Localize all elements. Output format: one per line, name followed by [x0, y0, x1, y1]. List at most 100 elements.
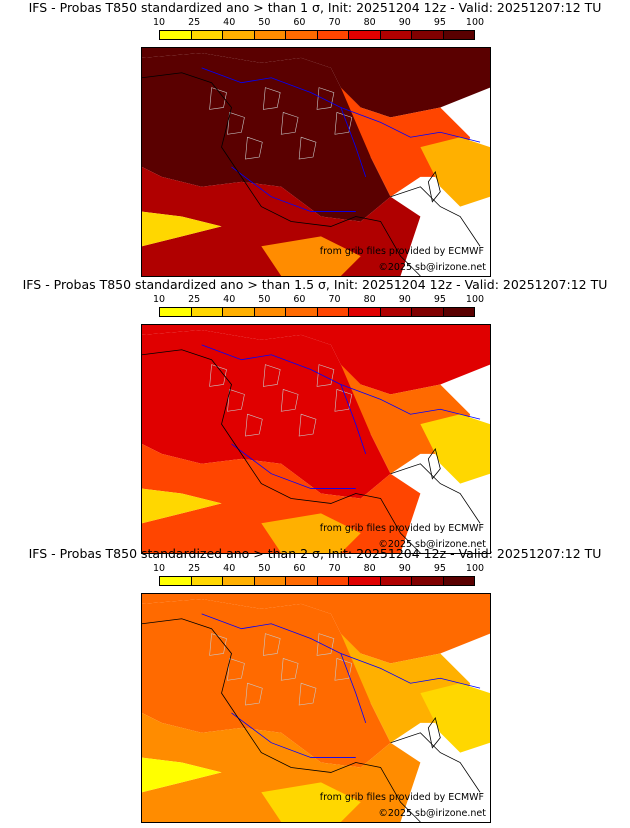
colorbar-tick-label: 80 [363, 17, 376, 28]
colorbar-tick-label: 50 [258, 17, 271, 28]
probability-area [420, 137, 490, 207]
colorbar-swatch [223, 31, 255, 39]
colorbar-tick-label: 100 [465, 294, 485, 305]
data-credit: from grib files provided by ECMWF [319, 792, 484, 803]
colorbar-tick-label: 90 [398, 563, 411, 574]
colorbar-swatch [412, 31, 444, 39]
probability-area [142, 488, 222, 524]
colorbar-tick-label: 90 [398, 294, 411, 305]
colorbar-tick-label: 50 [258, 294, 271, 305]
country-border [201, 344, 367, 454]
map-panel-3: IFS - Probas T850 standardized ano > tha… [0, 546, 630, 823]
region-outline [227, 112, 245, 135]
map-panel-2: IFS - Probas T850 standardized ano > tha… [0, 277, 630, 554]
colorbar-tick-label: 40 [223, 294, 236, 305]
colorbar-swatch [191, 577, 223, 585]
colorbar-swatch [254, 577, 286, 585]
probability-area [142, 211, 222, 247]
region-outline [298, 413, 317, 437]
region-outline [280, 389, 299, 412]
region-outline [262, 364, 281, 387]
colorbar-tick-label: 70 [328, 17, 341, 28]
colorbar-swatch [443, 308, 474, 316]
colorbar-tick-label: 80 [363, 294, 376, 305]
country-border [340, 384, 481, 420]
colorbar-tick-label: 50 [258, 563, 271, 574]
colorbar-tick-label: 10 [152, 17, 166, 28]
region-outline [209, 87, 227, 110]
probability-area [142, 757, 222, 793]
probability-area [420, 414, 490, 484]
region-outline [245, 413, 263, 437]
colorbar-swatch [349, 577, 381, 585]
region-outline [316, 633, 335, 656]
colorbar-tick-label: 60 [293, 17, 306, 28]
colorbar-tick-label: 10 [152, 294, 166, 305]
coastline [142, 72, 421, 276]
country-border [340, 107, 481, 143]
region-outline [298, 682, 317, 706]
colorbar-tick-label: 100 [465, 563, 485, 574]
copyright-credit: ©2025 sb@irizone.net [378, 262, 486, 273]
colorbar-swatch [254, 308, 286, 316]
probability-map: from grib files provided by ECMWF ©2025 … [141, 593, 491, 823]
coastline [142, 618, 421, 822]
region-outline [280, 658, 299, 681]
colorbar-swatch [254, 31, 286, 39]
colorbar-swatch [286, 577, 318, 585]
colorbar-tick-label: 25 [188, 563, 201, 574]
colorbar-tick-label: 40 [223, 563, 236, 574]
colorbar-tick-label: 25 [188, 17, 201, 28]
probability-area [142, 712, 421, 822]
country-border [340, 653, 481, 689]
panel-title: IFS - Probas T850 standardized ano > tha… [22, 277, 608, 292]
region-outline [334, 389, 353, 412]
colorbar-ticks: 10 25 40 50 60 70 80 90 95 100 [153, 17, 484, 29]
colorbar-swatch [412, 308, 444, 316]
region-outline [262, 87, 281, 110]
colorbar-swatch [191, 31, 223, 39]
colorbar-ticks: 10 25 40 50 60 70 80 90 95 100 [153, 294, 484, 306]
probability-area [142, 166, 421, 276]
region-outline [280, 112, 299, 135]
region-outline [245, 682, 263, 706]
country-border [201, 613, 367, 723]
colorbar-swatch [286, 308, 318, 316]
colorbar-swatch [317, 31, 349, 39]
colorbar-swatch [160, 31, 192, 39]
colorbar-tick-label: 25 [188, 294, 201, 305]
colorbar-swatch [223, 308, 255, 316]
colorbar-swatch [443, 31, 474, 39]
colorbar-tick-label: 80 [363, 563, 376, 574]
data-credit: from grib files provided by ECMWF [319, 246, 484, 257]
probability-area [142, 329, 391, 499]
probability-area [261, 236, 361, 276]
colorbar-tick-label: 100 [465, 17, 485, 28]
colorbar-swatch [160, 308, 192, 316]
probability-area [142, 594, 490, 664]
map-panel-1: IFS - Probas T850 standardized ano > tha… [0, 0, 630, 277]
region-outline [227, 389, 245, 412]
colorbar-swatch [349, 308, 381, 316]
country-border [231, 166, 356, 212]
region-outline [316, 87, 335, 110]
country-border [231, 443, 356, 489]
region-outline [334, 112, 353, 135]
coastline [427, 170, 441, 203]
coastline [142, 349, 421, 553]
colorbar-swatch [317, 577, 349, 585]
country-border [201, 67, 367, 177]
colorbar-swatch [412, 577, 444, 585]
colorbar-swatch [380, 577, 412, 585]
colorbar [159, 30, 475, 40]
probability-area [420, 683, 490, 753]
colorbar-swatch [443, 577, 474, 585]
region-outline [262, 633, 281, 656]
coastline [390, 732, 481, 793]
colorbar-swatch [349, 31, 381, 39]
coastline [427, 716, 441, 749]
copyright-credit: ©2025 sb@irizone.net [378, 539, 486, 550]
colorbar [159, 307, 475, 317]
country-border [231, 712, 356, 758]
probability-area [142, 48, 490, 118]
